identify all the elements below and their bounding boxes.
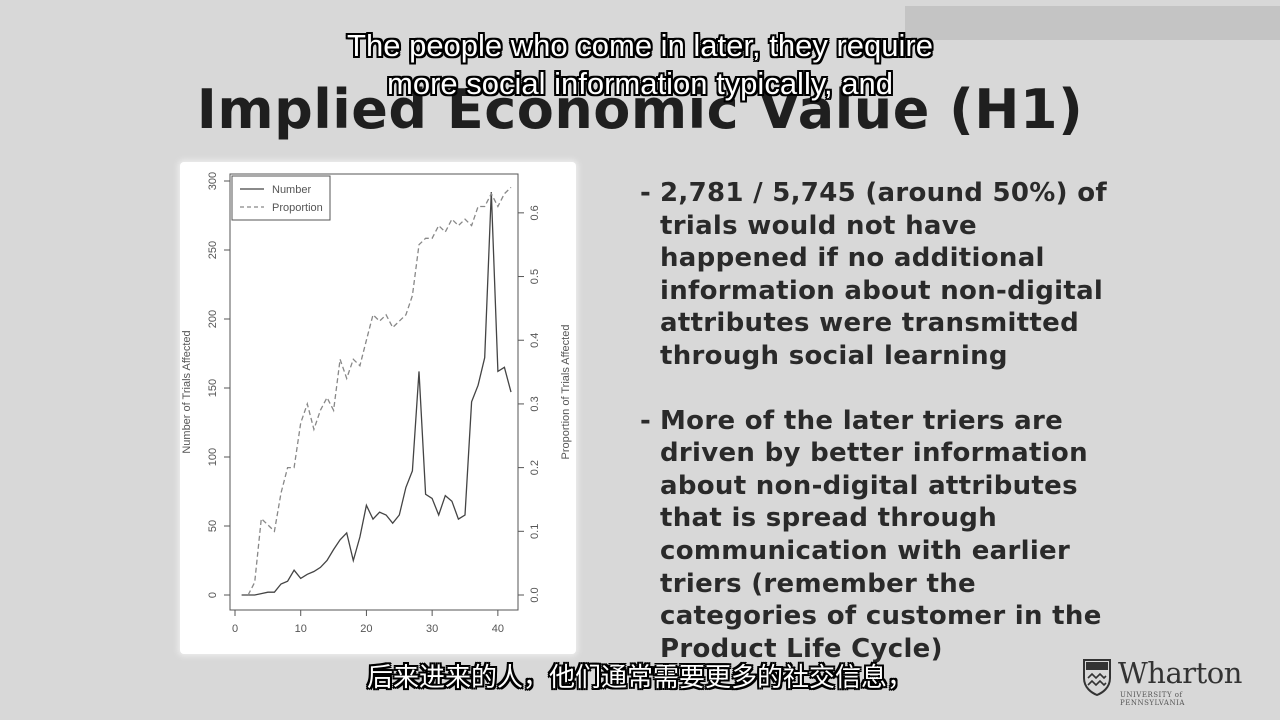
y2-tick-label: 0.4 bbox=[529, 333, 541, 348]
bullet-dash: - bbox=[640, 178, 652, 208]
legend-label: Number bbox=[272, 184, 311, 196]
y2-tick-label: 0.0 bbox=[529, 587, 541, 602]
bullet-list: - 2,781 / 5,745 (around 50%) of trials w… bbox=[640, 177, 1120, 665]
chart: 0 10 20 30 40 0 50 100 150 200 250 300 0.0 0.1 0.2 0.3 0… bbox=[181, 172, 572, 635]
y-tick-label: 300 bbox=[207, 172, 219, 190]
y-tick-label: 50 bbox=[207, 520, 219, 532]
overlay-bar bbox=[905, 6, 1280, 40]
bullet-item: - 2,781 / 5,745 (around 50%) of trials w… bbox=[640, 177, 1120, 373]
bullet-item: - More of the later triers are driven by… bbox=[640, 405, 1120, 666]
legend-box bbox=[231, 175, 331, 221]
y-tick-label: 250 bbox=[207, 241, 219, 259]
x-tick-label: 40 bbox=[492, 623, 504, 635]
x-tick-label: 0 bbox=[232, 623, 238, 635]
bullet-text: 2,781 / 5,745 (around 50%) of trials wou… bbox=[660, 178, 1107, 371]
subtitle-line-1: The people who come in later, they requi… bbox=[347, 28, 933, 63]
y-tick-label: 0 bbox=[207, 592, 219, 598]
shield-icon bbox=[1083, 659, 1111, 696]
plot-frame bbox=[229, 173, 519, 611]
wharton-logo: Wharton UNIVERSITY of PENNSYLVANIA bbox=[1082, 656, 1242, 707]
subtitle-line-2: more social information typically, and bbox=[387, 66, 893, 101]
y-axis-title: Number of Trials Affected bbox=[181, 330, 193, 453]
y2-tick-label: 0.3 bbox=[529, 396, 541, 411]
x-tick-label: 30 bbox=[426, 623, 438, 635]
slide-title: Implied Economic Value (H1) bbox=[196, 78, 1084, 141]
y2-axis-title: Proportion of Trials Affected bbox=[560, 325, 572, 460]
logo-tagline: UNIVERSITY of PENNSYLVANIA bbox=[1120, 691, 1185, 707]
number-line bbox=[241, 191, 512, 596]
proportion-line bbox=[247, 186, 512, 596]
x-tick-label: 10 bbox=[295, 623, 307, 635]
subtitle-chinese: 后来进来的人，他们通常需要更多的社交信息， bbox=[366, 663, 913, 693]
y2-tick-label: 0.2 bbox=[529, 460, 541, 475]
bullet-text: More of the later triers are driven by b… bbox=[660, 405, 1102, 664]
y2-tick-label: 0.6 bbox=[529, 205, 541, 220]
legend-label: Proportion bbox=[272, 202, 323, 214]
y-tick-label: 100 bbox=[207, 448, 219, 466]
y2-tick-label: 0.1 bbox=[529, 524, 541, 539]
y-tick-label: 200 bbox=[207, 310, 219, 328]
logo-wordmark: Wharton bbox=[1118, 656, 1242, 690]
x-tick-label: 20 bbox=[360, 623, 372, 635]
bullet-dash: - bbox=[640, 405, 652, 436]
y2-tick-label: 0.5 bbox=[529, 269, 541, 284]
chart-panel: 0 10 20 30 40 0 50 100 150 200 250 300 0.0 0.1 0.2 0.3 0… bbox=[180, 162, 576, 654]
y-tick-label: 150 bbox=[207, 379, 219, 397]
